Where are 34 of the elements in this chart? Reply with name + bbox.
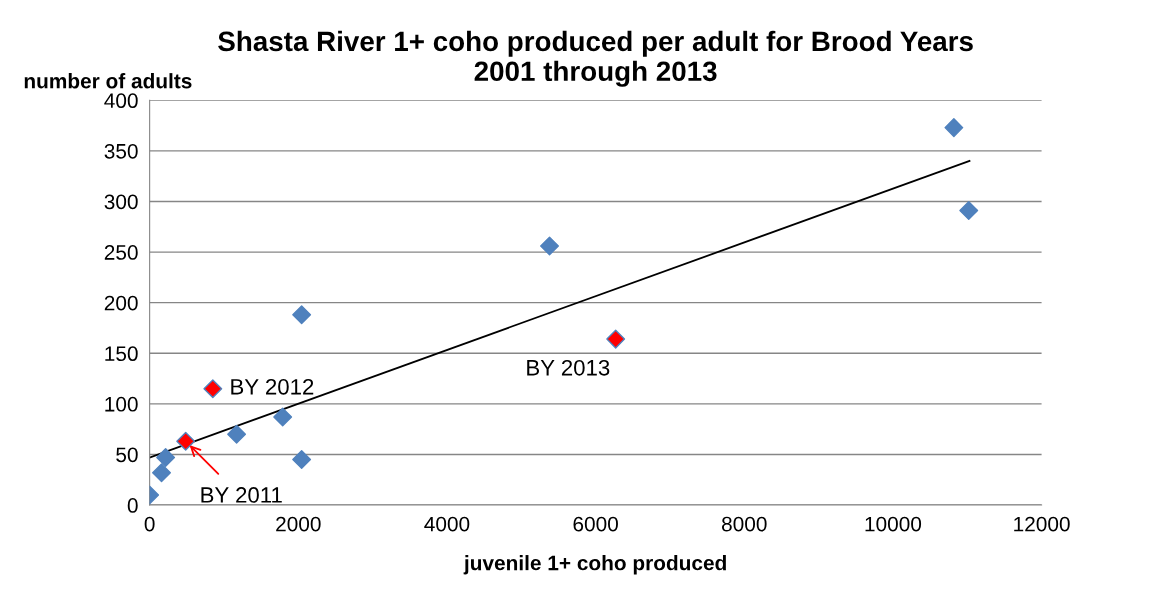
y-axis-title: number of adults	[24, 73, 192, 89]
point	[540, 236, 560, 256]
y-tick-label: 100	[105, 396, 138, 412]
point	[156, 448, 176, 467]
point	[152, 463, 172, 483]
point	[959, 201, 979, 221]
y-tick-label: 0	[127, 498, 138, 513]
point	[227, 424, 247, 444]
x-tick-label: 10000	[865, 516, 922, 532]
y-tick-label: 400	[104, 93, 138, 109]
y-tick-label: 300	[104, 194, 138, 210]
y-tick-label: 150	[105, 346, 138, 362]
x-tick-label: 0	[144, 516, 155, 532]
point	[176, 431, 196, 451]
x-tick-label: 4000	[424, 516, 470, 532]
point	[606, 329, 626, 349]
y-tick-label: 350	[104, 143, 138, 159]
x-axis-title: juvenile 1+ coho produced	[463, 555, 726, 575]
annotation: BY 2013	[527, 359, 610, 376]
point	[292, 450, 312, 470]
annotation: BY 2012	[231, 378, 314, 395]
annotation: BY 2011	[201, 487, 282, 503]
x-tick-label: 6000	[573, 516, 618, 532]
x-tick-label: 8000	[722, 516, 767, 532]
point	[944, 118, 964, 138]
point	[273, 407, 293, 427]
x-tick-label: 12000	[1014, 516, 1070, 532]
x-tick-label: 2000	[276, 516, 321, 532]
point	[292, 305, 312, 325]
chart-title: Shasta River 1+ coho produced per adult for Brood Years 2001 through 2013	[218, 30, 973, 87]
y-tick-label: 200	[104, 295, 138, 311]
point	[203, 379, 223, 399]
y-tick-label: 250	[104, 245, 138, 260]
y-tick-label: 50	[116, 447, 138, 463]
